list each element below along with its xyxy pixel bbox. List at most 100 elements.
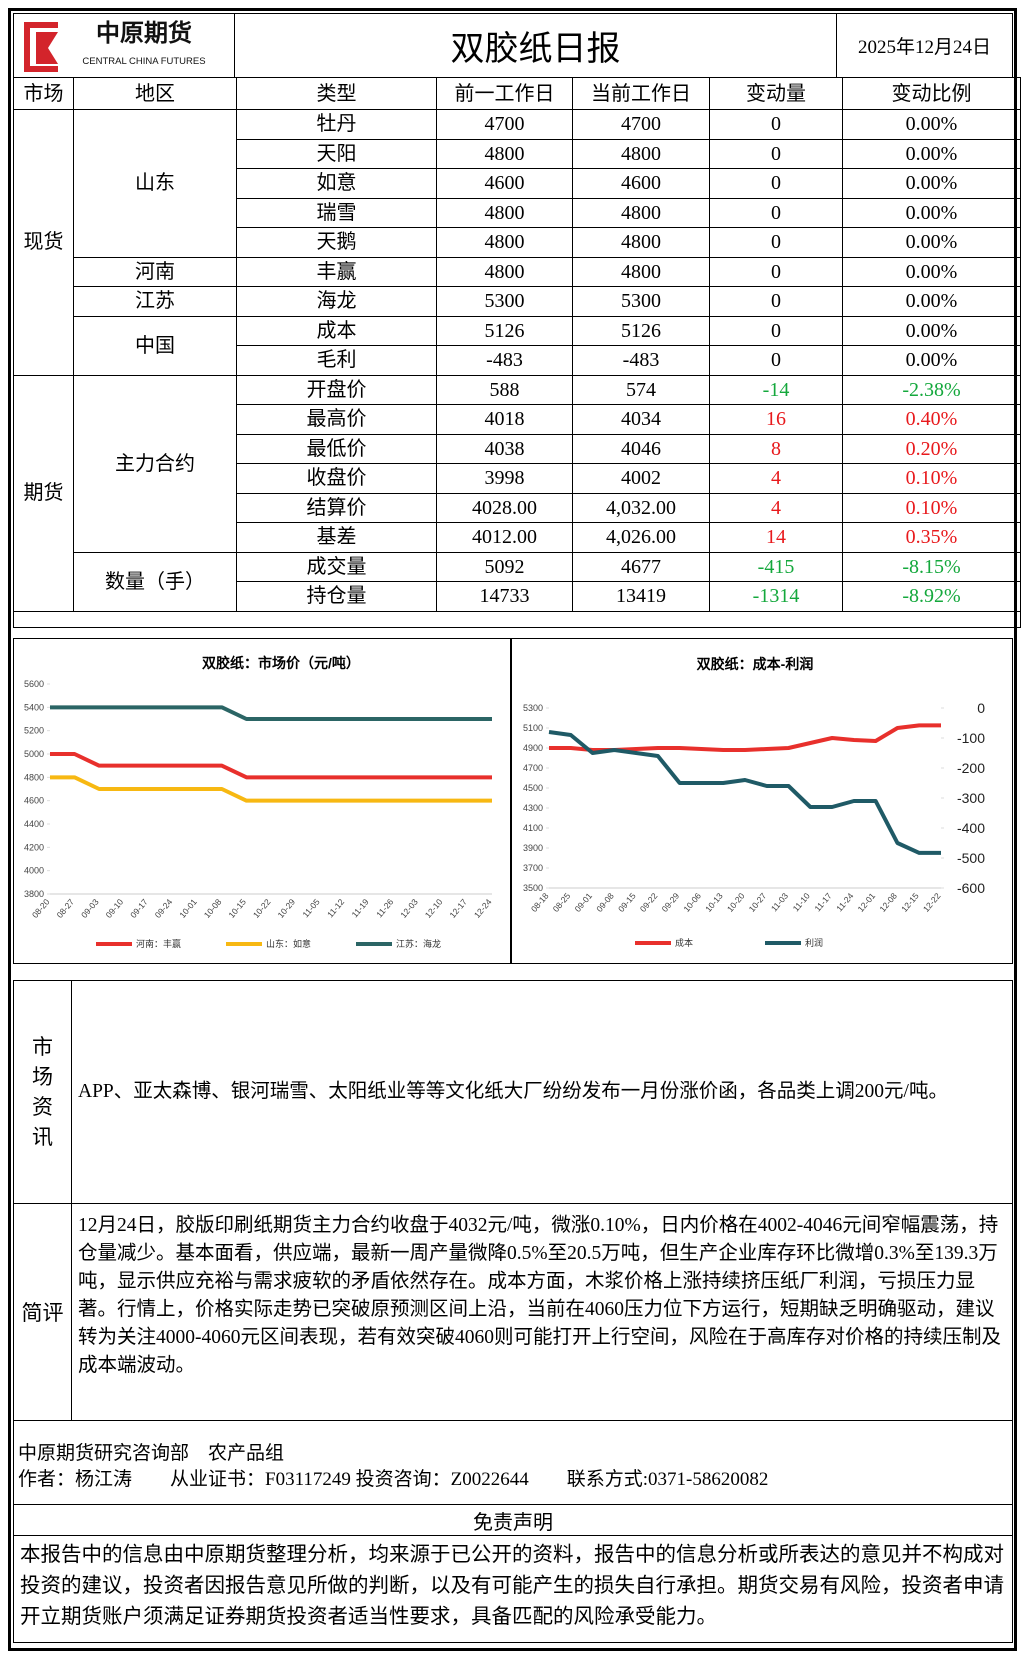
type-cell: 最高价 (236, 404, 437, 435)
legend-label: 山东：如意 (266, 938, 311, 949)
x-tick-label: 12-03 (398, 897, 420, 920)
x-tick-label: 12-22 (921, 891, 943, 914)
x-tick-label: 11-24 (834, 891, 855, 914)
type-cell: 牡丹 (236, 109, 437, 140)
change-cell: -14 (709, 374, 843, 405)
curr-cell: 4046 (572, 433, 710, 464)
y-tick-label: 4600 (24, 796, 44, 806)
type-cell: 最低价 (236, 433, 437, 464)
x-tick-label: 09-22 (638, 891, 660, 914)
type-cell: 成交量 (236, 551, 437, 582)
type-cell: 开盘价 (236, 374, 437, 405)
change-cell: -1314 (709, 581, 843, 612)
curr-cell: 574 (572, 374, 710, 405)
change-cell: 0 (709, 345, 843, 376)
series-line (549, 723, 941, 752)
prev-cell: 4600 (436, 168, 573, 199)
y-tick-label: 3500 (523, 883, 543, 893)
type-cell: 结算价 (236, 492, 437, 523)
prev-cell: -483 (436, 345, 573, 376)
type-cell: 持仓量 (236, 581, 437, 612)
y-tick-label: 4200 (24, 842, 44, 852)
curr-cell: -483 (572, 345, 710, 376)
price-table: 市场 地区 类型 前一工作日 当前工作日 变动量 变动比例 现货 山东 牡丹 4700 4700 0 0.… (13, 77, 1021, 628)
pct-cell: -8.15% (842, 551, 1021, 582)
type-cell: 毛利 (236, 345, 437, 376)
type-cell: 如意 (236, 168, 437, 199)
change-cell: -415 (709, 551, 843, 582)
y2-tick-label: -300 (957, 790, 985, 806)
report-title: 双胶纸日报 (234, 13, 837, 78)
footer-author: 作者：杨江涛 从业证书：F03117249 投资咨询：Z0022644 联系方式… (18, 1469, 769, 1490)
prev-cell: 4028.00 (436, 492, 573, 523)
data-row: 天阳 4800 4800 0 0.00% (14, 138, 1021, 169)
data-row: 如意 4600 4600 0 0.00% (14, 168, 1021, 199)
x-tick-label: 12-15 (899, 891, 921, 914)
data-row: 收盘价 3998 4002 4 0.10% (14, 463, 1021, 494)
y-tick-label: 5300 (523, 703, 543, 713)
series-line (548, 730, 941, 855)
change-cell: 0 (709, 256, 843, 287)
change-cell: 0 (709, 286, 843, 317)
pct-cell: 0.00% (842, 109, 1021, 140)
x-tick-label: 08-20 (30, 897, 52, 920)
market-cell: 期货 (13, 374, 74, 612)
x-tick-label: 10-13 (703, 891, 725, 914)
curr-cell: 4,032.00 (572, 492, 710, 523)
prev-cell: 4800 (436, 256, 573, 287)
curr-cell: 4677 (572, 551, 710, 582)
y-tick-label: 5400 (24, 702, 44, 712)
chart-title: 双胶纸：成本-利润 (697, 656, 814, 672)
y-tick-label: 5600 (24, 679, 44, 689)
x-tick-label: 08-25 (551, 891, 573, 914)
region-cell: 主力合约 (73, 374, 237, 553)
y-tick-label: 4000 (24, 866, 44, 876)
prev-cell: 4700 (436, 109, 573, 140)
x-tick-label: 12-17 (447, 897, 469, 920)
empty-cell (13, 610, 1021, 628)
chart-title: 双胶纸：市场价（元/吨） (202, 655, 360, 671)
change-cell: 0 (709, 168, 843, 199)
pct-cell: 0.00% (842, 345, 1021, 376)
data-row: 天鹅 4800 4800 0 0.00% (14, 227, 1021, 258)
curr-cell: 5300 (572, 286, 710, 317)
x-tick-label: 11-10 (791, 891, 812, 914)
x-tick-label: 11-17 (812, 891, 833, 914)
type-cell: 收盘价 (236, 463, 437, 494)
x-tick-label: 08-27 (54, 897, 76, 920)
type-cell: 丰赢 (236, 256, 437, 287)
y-tick-label: 4800 (24, 772, 44, 782)
chart-divider (510, 638, 512, 964)
series-line (50, 752, 492, 780)
disclaimer-title: 免责声明 (13, 1504, 1013, 1536)
pct-cell: 0.20% (842, 433, 1021, 464)
column-header: 变动量 (709, 77, 843, 110)
y-tick-label: 4100 (523, 823, 543, 833)
x-tick-label: 09-03 (79, 897, 101, 920)
comment-label: 简评 (13, 1203, 72, 1421)
curr-cell: 4800 (572, 227, 710, 258)
logo: 中原期货 CENTRAL CHINA FUTURES (24, 19, 206, 72)
change-cell: 0 (709, 227, 843, 258)
type-cell: 天阳 (236, 138, 437, 169)
x-tick-label: 11-12 (325, 897, 346, 920)
data-row: 数量（手） 成交量 5092 4677 -415 -8.15% (14, 551, 1021, 612)
change-cell: 4 (709, 463, 843, 494)
y-tick-label: 4900 (523, 743, 543, 753)
legend-label: 利润 (805, 937, 823, 948)
logo-mark (36, 32, 58, 64)
column-header: 地区 (73, 77, 237, 110)
curr-cell: 4002 (572, 463, 710, 494)
y2-tick-label: -500 (957, 850, 985, 866)
curr-cell: 4034 (572, 404, 710, 435)
x-tick-label: 10-27 (747, 891, 769, 914)
pct-cell: 0.10% (842, 463, 1021, 494)
region-cell: 数量（手） (73, 551, 237, 612)
y2-tick-label: -400 (957, 820, 985, 836)
prev-cell: 3998 (436, 463, 573, 494)
pct-cell: 0.00% (842, 256, 1021, 287)
type-cell: 瑞雪 (236, 197, 437, 228)
curr-cell: 4800 (572, 138, 710, 169)
curr-cell: 5126 (572, 315, 710, 346)
curr-cell: 4800 (572, 197, 710, 228)
